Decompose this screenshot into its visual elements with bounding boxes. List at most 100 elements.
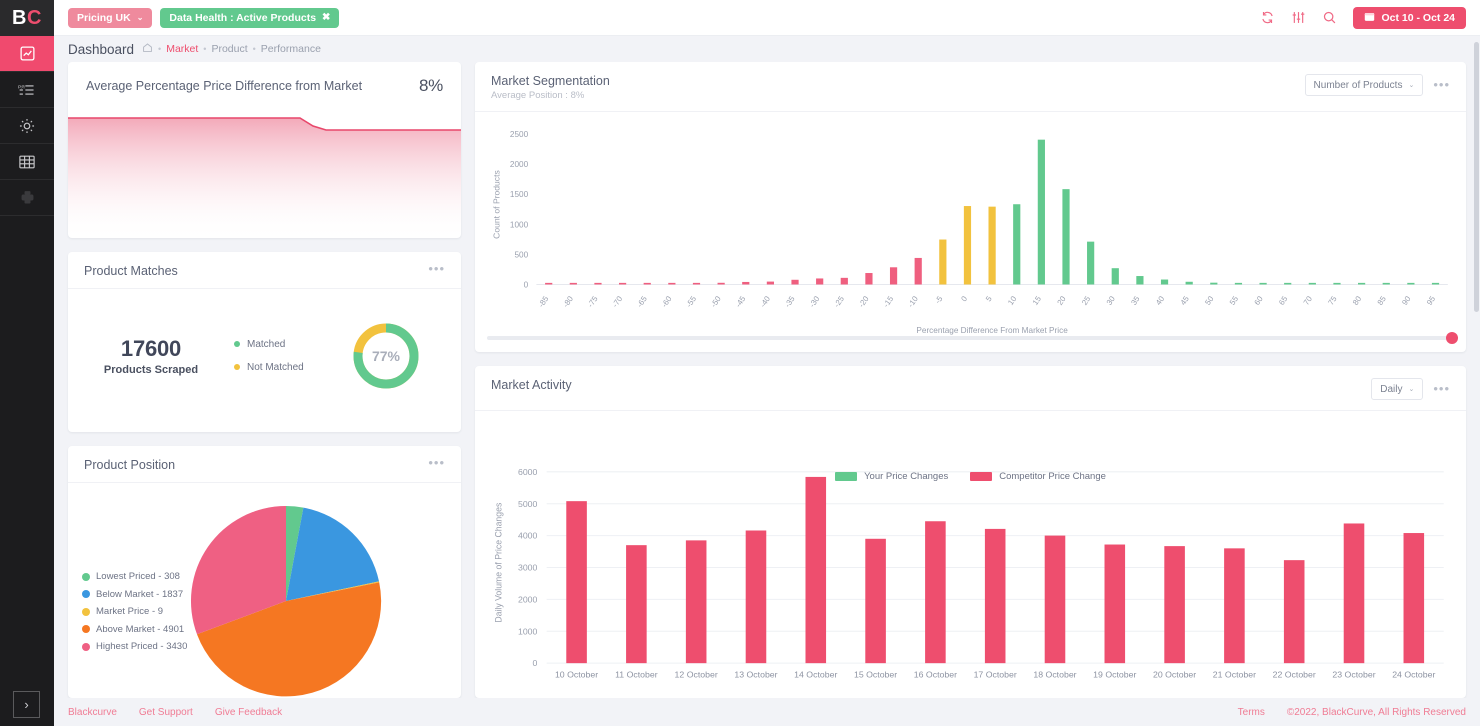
sidebar-item-table[interactable] (0, 144, 54, 180)
legend-item-your-price-changes[interactable]: Your Price Changes (835, 471, 948, 482)
legend-label-above-market: Above Market - 4901 (96, 623, 185, 635)
svg-text:80: 80 (1351, 294, 1363, 307)
sliders-icon[interactable] (1291, 10, 1306, 25)
svg-text:4000: 4000 (518, 531, 538, 541)
svg-text:21 October: 21 October (1213, 670, 1256, 680)
breadcrumb-item-performance[interactable]: Performance (260, 43, 321, 55)
svg-text:23 October: 23 October (1332, 670, 1375, 680)
legend-swatch-competitor-price-change (970, 472, 993, 481)
product-position-legend: Lowest Priced - 308 Below Market - 1837 … (82, 571, 187, 652)
legend-item-below-market: Below Market - 1837 (82, 589, 187, 600)
segmentation-metric-select[interactable]: Number of Products ⌄ (1304, 74, 1424, 96)
search-icon[interactable] (1322, 10, 1337, 25)
donut-percentage-label: 77% (371, 347, 401, 364)
svg-text:1000: 1000 (518, 626, 538, 636)
legend-dot-above-market (82, 625, 90, 633)
product-matches-card: Product Matches ••• 17600 Products Scrap… (68, 252, 461, 432)
svg-text:-25: -25 (832, 294, 846, 309)
footer-link-terms[interactable]: Terms (1237, 706, 1265, 718)
legend-label-your-price-changes: Your Price Changes (864, 471, 949, 482)
svg-text:2500: 2500 (510, 129, 529, 139)
segmentation-scroll-slider-row (475, 332, 1466, 352)
segmentation-slider-thumb[interactable] (1446, 332, 1458, 344)
product-position-pie-chart (186, 501, 386, 698)
svg-text:1500: 1500 (510, 189, 529, 199)
product-position-kebab-menu[interactable]: ••• (428, 455, 445, 470)
sidebar-item-dashboard[interactable] (0, 36, 54, 72)
products-scraped-label: Products Scraped (103, 363, 199, 376)
legend-dot-highest-priced (82, 642, 90, 651)
svg-text:60: 60 (1253, 294, 1265, 307)
svg-text:5000: 5000 (518, 499, 538, 509)
activity-interval-select[interactable]: Daily ⌄ (1371, 378, 1424, 400)
sidebar-item-printer[interactable] (0, 180, 54, 216)
page-scrollbar[interactable] (1473, 36, 1480, 698)
market-segmentation-chart: 0 500 1000 1500 2000 2500 -85 -80 -75 -70 -65 -60 -5… (475, 112, 1466, 336)
svg-text:55: 55 (1228, 294, 1240, 307)
product-matches-kebab-menu[interactable]: ••• (428, 261, 445, 276)
svg-text:-30: -30 (808, 294, 822, 309)
page-scrollbar-thumb[interactable] (1474, 42, 1479, 312)
products-scraped-value: 17600 (120, 335, 182, 361)
average-price-difference-card: Average Percentage Price Difference from… (68, 62, 461, 238)
product-matches-legend: Matched Not Matched (234, 339, 304, 373)
footer-link-give-feedback[interactable]: Give Feedback (214, 706, 283, 718)
market-segmentation-card: Market Segmentation Average Position : 8… (475, 62, 1466, 352)
svg-text:20 October: 20 October (1153, 670, 1196, 680)
legend-item-lowest-priced: Lowest Priced - 308 (82, 571, 187, 582)
data-health-filter-chip[interactable]: Data Health : Active Products ✖ (160, 7, 340, 28)
product-position-header: Product Position ••• (68, 446, 461, 483)
sidebar-collapse-toggle[interactable]: › (13, 691, 40, 718)
svg-text:Count of Products: Count of Products (492, 170, 502, 239)
product-position-card: Product Position ••• (68, 446, 461, 698)
segmentation-scroll-slider[interactable] (487, 332, 1458, 344)
footer: Blackcurve Get Support Give Feedback Ter… (54, 698, 1480, 726)
breadcrumb-separator-0: • (158, 44, 162, 54)
legend-item-competitor-price-change[interactable]: Competitor Price Change (970, 471, 1106, 482)
date-range-button[interactable]: Oct 10 - Oct 24 (1353, 6, 1466, 29)
logo-letter-b: B (12, 6, 27, 29)
svg-text:6000: 6000 (518, 467, 538, 477)
close-icon[interactable]: ✖ (322, 12, 331, 23)
main-area: Pricing UK ⌄ Data Health : Active Produc… (54, 0, 1480, 726)
breadcrumb-item-product[interactable]: Product (211, 43, 248, 55)
chevron-down-icon: ⌄ (136, 13, 144, 22)
svg-text:-50: -50 (709, 294, 723, 309)
market-activity-header: Market Activity Daily ⌄ ••• (475, 366, 1466, 411)
average-price-difference-value: 8% (419, 76, 443, 95)
market-segmentation-title: Market Segmentation (491, 74, 610, 88)
sidebar-item-rules[interactable]: РЯ (0, 72, 54, 108)
legend-item-above-market: Above Market - 4901 (82, 624, 187, 635)
svg-text:2000: 2000 (518, 594, 538, 604)
legend-label-below-market: Below Market - 1837 (96, 588, 184, 600)
market-segmentation-kebab-menu[interactable]: ••• (1433, 77, 1450, 92)
footer-link-get-support[interactable]: Get Support (138, 706, 193, 718)
pricing-scope-chip[interactable]: Pricing UK ⌄ (68, 7, 153, 28)
breadcrumb-item-market[interactable]: Market (166, 43, 199, 55)
product-matches-donut: 77% (351, 321, 421, 391)
legend-dot-below-market (82, 590, 90, 598)
market-segmentation-actions: Number of Products ⌄ ••• (1304, 74, 1450, 96)
svg-text:-35: -35 (783, 294, 797, 309)
sidebar-item-settings[interactable] (0, 108, 54, 144)
product-matches-header: Product Matches ••• (68, 252, 461, 289)
svg-text:-75: -75 (586, 294, 600, 309)
svg-text:-5: -5 (933, 294, 944, 306)
svg-text:22 October: 22 October (1273, 670, 1316, 680)
breadcrumb: Dashboard • Market • Product • Performan… (54, 36, 1480, 62)
svg-text:2000: 2000 (510, 159, 529, 169)
market-activity-kebab-menu[interactable]: ••• (1433, 381, 1450, 396)
logo-letter-c: C (27, 6, 42, 29)
svg-text:1000: 1000 (510, 219, 529, 229)
svg-text:70: 70 (1302, 294, 1314, 307)
segmentation-metric-value: Number of Products (1313, 79, 1403, 91)
breadcrumb-separator-1: • (203, 44, 207, 54)
refresh-icon[interactable] (1260, 10, 1275, 25)
gear-icon (18, 117, 36, 135)
legend-label-competitor-price-change: Competitor Price Change (999, 471, 1106, 482)
svg-text:12 October: 12 October (675, 670, 718, 680)
home-icon[interactable] (142, 42, 153, 56)
footer-link-blackcurve[interactable]: Blackcurve (68, 706, 117, 718)
